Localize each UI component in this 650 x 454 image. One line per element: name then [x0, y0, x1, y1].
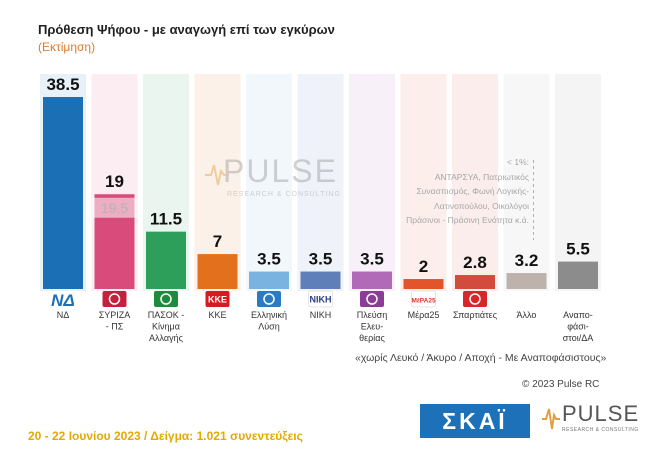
- category-label: ΠΑΣΟΚ -: [148, 310, 185, 320]
- bar-panel: [297, 74, 344, 291]
- bar-value-label: 7: [213, 232, 222, 251]
- category-label: Ελληνική: [251, 310, 287, 320]
- bar: [558, 261, 598, 289]
- bar-panel: [555, 74, 601, 291]
- bar-value-label: 3.2: [515, 251, 539, 270]
- bar: [249, 271, 289, 289]
- party-logo-icon: [205, 291, 230, 307]
- previous-value-box: [92, 197, 137, 218]
- bar-value-label: 2.8: [463, 253, 487, 272]
- bar: [146, 231, 186, 289]
- bar-panel: [349, 74, 395, 291]
- category-label: Κίνημα: [152, 322, 180, 332]
- pulse-logo-sub: RESEARCH & CONSULTING: [562, 427, 639, 433]
- category-label: ΝΙΚΗ: [310, 310, 332, 320]
- bar: [300, 271, 341, 289]
- bar: [455, 275, 495, 289]
- category-label: Αλλαγής: [149, 333, 184, 343]
- bar: [506, 273, 547, 289]
- party-logo-icon: [154, 291, 178, 307]
- pulse-watermark: PULSE RESEARCH & CONSULTING: [205, 153, 345, 213]
- party-logo-mark: [160, 293, 172, 305]
- other-parties-note: < 1%: ΑΝΤΑΡΣΥΑ, Πατριωτικός Συνασπισμός,…: [356, 155, 529, 228]
- category-label: - ΠΣ: [106, 322, 124, 332]
- party-logo-text: ΚΚΕ: [208, 295, 227, 305]
- category-label: Μέρα25: [408, 310, 440, 320]
- chart-title: Πρόθεση Ψήφου - με αναγωγή επί των εγκύρ…: [38, 22, 335, 37]
- party-logo-nd: ΝΔ: [51, 291, 75, 310]
- bar-value-label: 3.5: [309, 250, 333, 269]
- category-label: Ελευ-: [361, 322, 383, 332]
- pulse-logo: PULSE RESEARCH & CONSULTING: [542, 401, 642, 441]
- pulse-logo-word: PULSE: [562, 401, 640, 426]
- copyright: © 2023 Pulse RC: [522, 379, 600, 390]
- other-note-line: Πράσινοι - Πράσινη Ενότητα κ.ά.: [406, 215, 529, 225]
- bar-panel: [246, 74, 292, 291]
- category-label: ΣΥΡΙΖΑ: [99, 310, 131, 320]
- category-label: φάσι-: [567, 322, 589, 332]
- category-label: Πλεύση: [357, 310, 388, 320]
- category-label: Άλλο: [517, 310, 537, 320]
- party-logo-text: ΝΙΚΗ: [310, 295, 332, 305]
- party-logo-icon: [257, 291, 281, 307]
- category-label: ΚΚΕ: [208, 310, 226, 320]
- category-label: Αναπο-: [563, 310, 593, 320]
- party-logo-icon: [411, 290, 436, 308]
- party-logo-mark: [469, 293, 481, 305]
- party-logo-mark: [366, 293, 378, 305]
- other-note-line: ΑΝΤΑΡΣΥΑ, Πατριωτικός: [434, 171, 529, 182]
- bar-value-label: 3.5: [257, 250, 281, 269]
- category-label: Λύση: [258, 322, 280, 332]
- other-note-line: Λατινοπούλου, Οικολόγοι: [434, 200, 529, 211]
- footnote: «χωρίς Λευκό / Άκυρο / Αποχή - Με Αναποφ…: [355, 352, 607, 364]
- party-logo-icon: [102, 291, 127, 307]
- bar-value-label: 11.5: [150, 210, 182, 229]
- party-logo-mark: [108, 293, 121, 305]
- bar-panel: [503, 74, 550, 291]
- watermark-wave-icon: [205, 164, 229, 186]
- pulse-wave-icon: [542, 408, 560, 430]
- watermark-sub: RESEARCH & CONSULTING: [227, 191, 341, 198]
- bar: [403, 279, 444, 289]
- party-logo-icon: [463, 291, 487, 307]
- chart-subtitle: (Εκτίμηση): [38, 40, 96, 54]
- fieldwork-info: 20 - 22 Ιουνίου 2023 / Δείγμα: 1.021 συν…: [28, 429, 303, 443]
- party-logo-text: ΜέΡΑ25: [411, 298, 436, 305]
- other-note-prefix: < 1%:: [507, 157, 529, 167]
- other-note-line: Συνασπισμός, Φωνή Λογικής-: [416, 186, 530, 196]
- category-label: Σπαρτιάτες: [453, 310, 498, 320]
- bar-value-label: 5.5: [566, 240, 590, 259]
- bar-value-label: 19: [105, 172, 124, 191]
- bar-value-label: 38.5: [46, 75, 79, 94]
- bar-panel: [452, 74, 498, 291]
- bar-value-label: 3.5: [360, 250, 384, 269]
- previous-value-label: 19.5: [101, 200, 128, 216]
- watermark-word: PULSE: [223, 153, 338, 189]
- bar-value-label: 2: [419, 257, 428, 276]
- bar: [352, 271, 392, 289]
- category-label: θερίας: [359, 333, 385, 343]
- skai-logo: ΣΚΑΪ: [420, 404, 530, 438]
- category-label: ΝΔ: [57, 310, 70, 320]
- party-logo-icon: [308, 290, 333, 308]
- party-logo-icon: [360, 291, 384, 307]
- category-label: στοι/ΔΑ: [563, 333, 594, 343]
- bar: [197, 254, 238, 289]
- party-logo-mark: [263, 293, 275, 305]
- bar: [43, 97, 83, 289]
- bar-panel: [400, 74, 447, 291]
